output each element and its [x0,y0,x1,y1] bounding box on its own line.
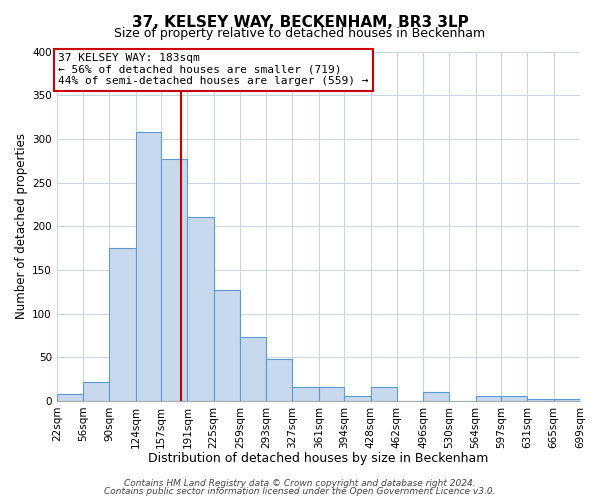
Bar [161,159,187,401]
Bar [187,218,214,401]
Bar [476,396,501,401]
Bar [319,387,344,401]
X-axis label: Distribution of detached houses by size in Beckenham: Distribution of detached houses by size … [148,452,488,465]
Bar [344,396,371,401]
Y-axis label: Number of detached properties: Number of detached properties [15,133,28,319]
Bar [423,392,449,401]
Bar [136,132,161,401]
Bar [527,399,554,401]
Text: Contains public sector information licensed under the Open Government Licence v3: Contains public sector information licen… [104,487,496,496]
Bar [214,290,240,401]
Text: Size of property relative to detached houses in Beckenham: Size of property relative to detached ho… [115,28,485,40]
Bar [501,396,527,401]
Bar [83,382,109,401]
Bar [554,399,580,401]
Text: Contains HM Land Registry data © Crown copyright and database right 2024.: Contains HM Land Registry data © Crown c… [124,478,476,488]
Bar [266,359,292,401]
Text: 37, KELSEY WAY, BECKENHAM, BR3 3LP: 37, KELSEY WAY, BECKENHAM, BR3 3LP [131,15,469,30]
Bar [57,394,83,401]
Bar [292,387,319,401]
Bar [109,248,136,401]
Bar [371,387,397,401]
Bar [240,337,266,401]
Text: 37 KELSEY WAY: 183sqm
← 56% of detached houses are smaller (719)
44% of semi-det: 37 KELSEY WAY: 183sqm ← 56% of detached … [58,53,369,86]
